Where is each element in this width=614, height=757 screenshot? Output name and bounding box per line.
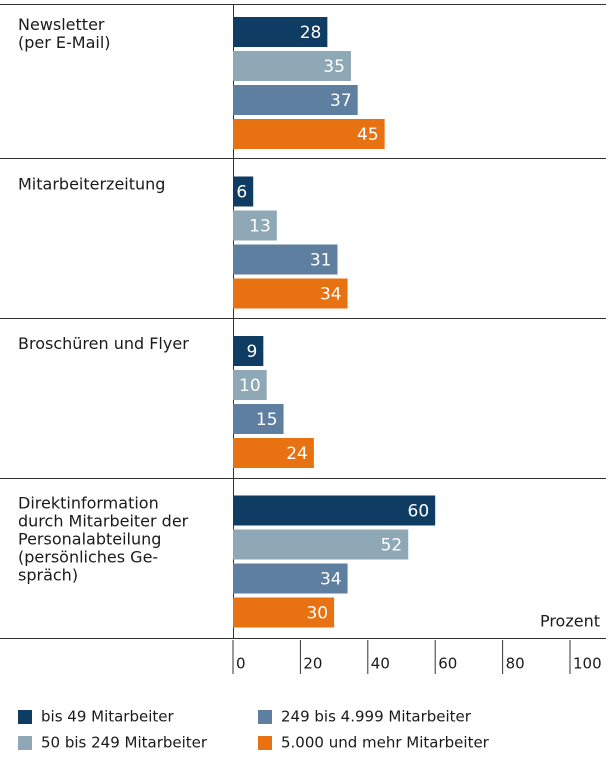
bar <box>233 529 409 560</box>
value-label: 34 <box>320 570 342 590</box>
x-tick-label: 80 <box>506 655 525 673</box>
value-label: 37 <box>330 91 352 111</box>
x-tick-label: 60 <box>438 655 457 673</box>
x-tick-label: 100 <box>573 655 602 673</box>
x-axis-label: Prozent <box>540 612 600 631</box>
category-label: Newsletter (per E-Mail) <box>18 15 111 52</box>
category-label: Direktinformation durch Mitarbeiter der Pe… <box>18 493 189 584</box>
legend-label: 249 bis 4.999 Mitarbeiter <box>281 708 472 726</box>
value-label: 60 <box>408 502 430 522</box>
value-label: 28 <box>300 23 322 43</box>
bar <box>233 563 348 594</box>
category-line: Direktinformation <box>18 493 159 512</box>
category-line: Broschüren und Flyer <box>18 334 189 353</box>
x-tick-label: 20 <box>303 655 322 673</box>
x-tick-label: 0 <box>236 655 246 673</box>
category-line: Newsletter <box>18 15 105 34</box>
bar <box>233 404 284 434</box>
value-label: 35 <box>323 57 345 77</box>
bar <box>233 495 436 526</box>
category-line: spräch) <box>18 565 78 584</box>
bar <box>233 210 277 241</box>
value-label: 30 <box>306 604 328 624</box>
bar <box>233 438 314 468</box>
legend-label: 5.000 und mehr Mitarbeiter <box>281 734 490 752</box>
bar <box>233 119 385 149</box>
category-line: (persönliches Ge- <box>18 547 158 566</box>
category-line: Personalabteilung <box>18 529 161 548</box>
value-label: 45 <box>357 125 379 145</box>
category-line: Mitarbeiterzeitung <box>18 174 165 193</box>
legend-swatch <box>18 736 32 750</box>
category-line: (per E-Mail) <box>18 33 111 52</box>
bar <box>233 51 351 81</box>
x-tick-label: 40 <box>371 655 390 673</box>
value-label: 15 <box>256 410 278 430</box>
value-label: 10 <box>239 376 261 396</box>
value-label: 9 <box>247 342 258 362</box>
bar <box>233 336 264 366</box>
value-label: 6 <box>236 183 247 203</box>
bar <box>233 176 254 207</box>
bar <box>233 597 335 628</box>
legend-label: bis 49 Mitarbeiter <box>41 708 175 726</box>
value-label: 24 <box>286 444 308 464</box>
bar <box>233 17 328 47</box>
value-label: 34 <box>320 285 342 305</box>
bar <box>233 85 358 115</box>
category-label: Mitarbeiterzeitung <box>18 174 165 193</box>
category-label: Broschüren und Flyer <box>18 334 189 353</box>
bar <box>233 278 348 309</box>
legend-swatch <box>258 736 272 750</box>
legend-swatch <box>258 710 272 724</box>
bar <box>233 370 267 400</box>
value-label: 13 <box>249 217 271 237</box>
legend-label: 50 bis 249 Mitarbeiter <box>41 734 208 752</box>
legend-swatch <box>18 710 32 724</box>
bar <box>233 244 338 275</box>
value-label: 52 <box>381 536 403 556</box>
category-line: durch Mitarbeiter der <box>18 511 189 530</box>
value-label: 31 <box>310 251 332 271</box>
